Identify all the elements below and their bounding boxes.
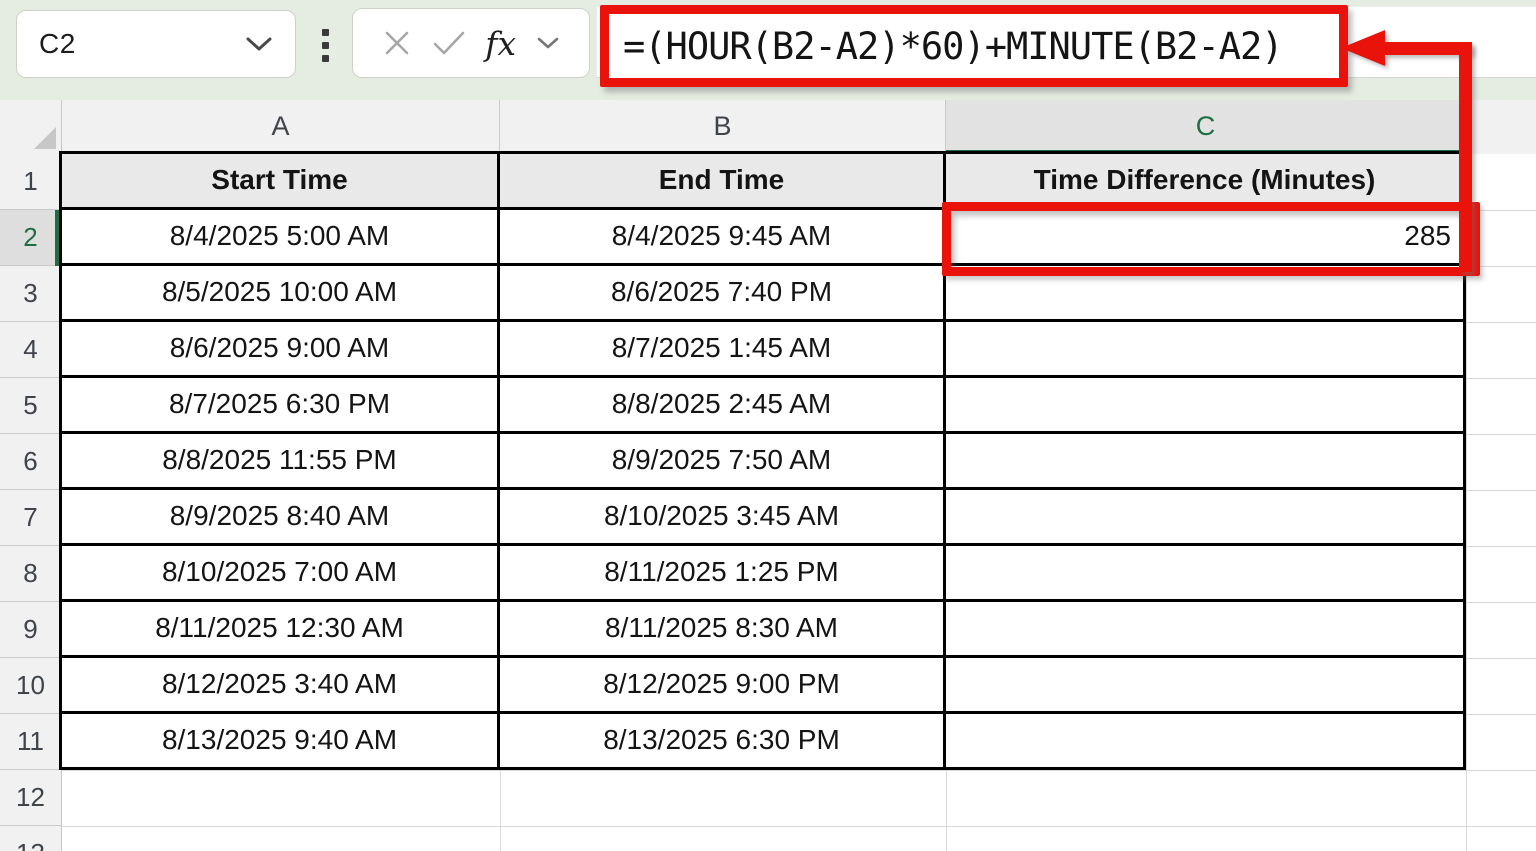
cell-b6[interactable]: 8/9/2025 7:50 AM (500, 434, 946, 490)
cell-a7[interactable]: 8/9/2025 8:40 AM (62, 490, 500, 546)
row-header-10[interactable]: 10 (0, 658, 62, 714)
column-header-b[interactable]: B (500, 100, 946, 154)
data-table: Start Time End Time Time Difference (Min… (59, 151, 1466, 770)
column-header-c-selected[interactable]: C (946, 100, 1466, 155)
name-box-value: C2 (39, 28, 76, 59)
insert-function-fx-icon[interactable]: fx (485, 23, 517, 63)
cell-a3[interactable]: 8/5/2025 10:00 AM (62, 266, 500, 322)
cell-b9[interactable]: 8/11/2025 8:30 AM (500, 602, 946, 658)
row-header-4[interactable]: 4 (0, 322, 62, 378)
cell-b2[interactable]: 8/4/2025 9:45 AM (500, 210, 946, 266)
cell-b1[interactable]: End Time (500, 154, 946, 210)
row-header-13[interactable]: 13 (0, 826, 62, 851)
row-header-5[interactable]: 5 (0, 378, 62, 434)
row-header-9[interactable]: 9 (0, 602, 62, 658)
red-arrow-head-icon (1341, 30, 1385, 66)
row-header-12[interactable]: 12 (0, 770, 62, 826)
cell-c8[interactable] (946, 546, 1466, 602)
cancel-icon[interactable] (382, 28, 412, 58)
cell-b7[interactable]: 8/10/2025 3:45 AM (500, 490, 946, 546)
column-header-row: A B C (0, 100, 1536, 155)
cell-a9[interactable]: 8/11/2025 12:30 AM (62, 602, 500, 658)
toolbar-grip-dots-icon (322, 29, 329, 62)
cell-b3[interactable]: 8/6/2025 7:40 PM (500, 266, 946, 322)
row-header-1[interactable]: 1 (0, 154, 62, 210)
red-arrow-shaft-vertical (1459, 44, 1472, 272)
selected-row-bar (55, 210, 62, 266)
gridline (62, 826, 1536, 827)
enter-check-icon[interactable] (432, 29, 466, 57)
row-header-7[interactable]: 7 (0, 490, 62, 546)
result-highlight-box (942, 202, 1480, 276)
cell-a8[interactable]: 8/10/2025 7:00 AM (62, 546, 500, 602)
formula-toolbar: C2 fx =(HOUR(B2-A2)*60)+MINUTE(B2-A2) (0, 0, 1536, 100)
cell-a2[interactable]: 8/4/2025 5:00 AM (62, 210, 500, 266)
formula-bar-chevron-down-icon[interactable] (536, 36, 560, 50)
row-header-column: 1 2 3 4 5 6 7 8 9 10 11 12 13 (0, 154, 62, 851)
cell-a1[interactable]: Start Time (62, 154, 500, 210)
cell-a6[interactable]: 8/8/2025 11:55 PM (62, 434, 500, 490)
column-header-a[interactable]: A (62, 100, 500, 154)
formula-text[interactable]: =(HOUR(B2-A2)*60)+MINUTE(B2-A2) (623, 24, 1284, 68)
cell-c10[interactable] (946, 658, 1466, 714)
row-header-3[interactable]: 3 (0, 266, 62, 322)
formula-highlight-box: =(HOUR(B2-A2)*60)+MINUTE(B2-A2) (600, 5, 1348, 87)
cell-c1[interactable]: Time Difference (Minutes) (946, 154, 1466, 210)
cell-b11[interactable]: 8/13/2025 6:30 PM (500, 714, 946, 770)
cell-c7[interactable] (946, 490, 1466, 546)
cell-a10[interactable]: 8/12/2025 3:40 AM (62, 658, 500, 714)
cell-a4[interactable]: 8/6/2025 9:00 AM (62, 322, 500, 378)
row-header-2-selected[interactable]: 2 (0, 210, 62, 266)
name-box-chevron-down-icon[interactable] (245, 36, 273, 52)
gridline (1466, 154, 1467, 851)
cell-c11[interactable] (946, 714, 1466, 770)
cell-a5[interactable]: 8/7/2025 6:30 PM (62, 378, 500, 434)
cell-c6[interactable] (946, 434, 1466, 490)
row-header-11[interactable]: 11 (0, 714, 62, 770)
gridline (62, 770, 1536, 771)
cell-c2-selected[interactable]: 285 (946, 210, 1466, 266)
cell-c4[interactable] (946, 322, 1466, 378)
cell-c5[interactable] (946, 378, 1466, 434)
name-box[interactable]: C2 (16, 10, 296, 78)
cell-c9[interactable] (946, 602, 1466, 658)
select-all-button[interactable] (0, 100, 62, 154)
row-header-8[interactable]: 8 (0, 546, 62, 602)
red-arrow-shaft-horizontal (1383, 42, 1472, 55)
cell-b4[interactable]: 8/7/2025 1:45 AM (500, 322, 946, 378)
column-header-d[interactable] (1466, 100, 1536, 154)
formula-buttons-group: fx (352, 8, 590, 78)
cell-b10[interactable]: 8/12/2025 9:00 PM (500, 658, 946, 714)
row-header-6[interactable]: 6 (0, 434, 62, 490)
cell-b8[interactable]: 8/11/2025 1:25 PM (500, 546, 946, 602)
cell-b5[interactable]: 8/8/2025 2:45 AM (500, 378, 946, 434)
cell-a11[interactable]: 8/13/2025 9:40 AM (62, 714, 500, 770)
select-all-triangle-icon (34, 127, 56, 149)
